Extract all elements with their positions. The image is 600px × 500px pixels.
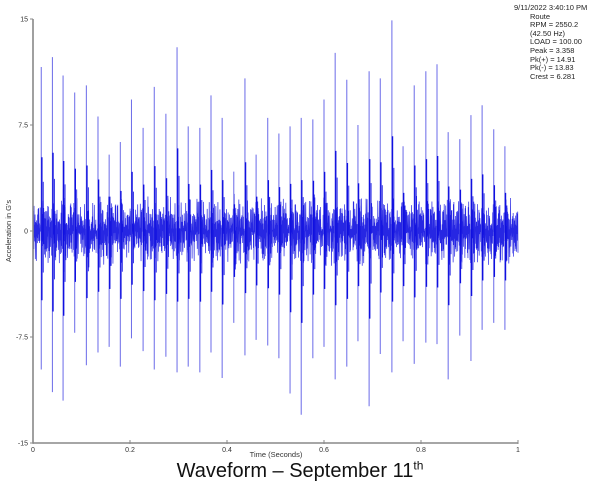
x-tick-label: 0 — [31, 447, 35, 454]
y-axis-ticks: 15 7.5 0 -7.5 -15 — [16, 17, 33, 448]
noise-band-trace — [32, 183, 519, 282]
y-tick-label: 7.5 — [18, 123, 28, 130]
info-rpm: RPM = 2550.2 — [530, 20, 579, 30]
info-peak-negative: Pk(-) = 13.83 — [530, 63, 574, 73]
measurement-datetime: 9/11/2022 3:40:10 PM — [514, 3, 588, 12]
info-load: LOAD = 100.00 — [530, 37, 582, 47]
x-tick-label: 1 — [516, 447, 520, 454]
info-peak: Peak = 3.358 — [530, 45, 575, 55]
caption-superscript: th — [413, 458, 424, 473]
figure-caption: Waveform – September 11th — [0, 458, 600, 483]
waveform-trace — [32, 20, 519, 415]
info-peak-positive: Pk(+) = 14.91 — [530, 54, 576, 64]
x-tick-label: 0.6 — [319, 447, 329, 454]
y-tick-label: 15 — [20, 17, 28, 24]
y-tick-label: -7.5 — [16, 335, 28, 342]
x-axis-title: Time (Seconds) — [250, 450, 303, 459]
y-tick-label: 0 — [24, 229, 28, 236]
x-tick-label: 0.2 — [125, 447, 135, 454]
y-axis-title: Acceleration in G's — [4, 200, 13, 263]
waveform-chart: 15 7.5 0 -7.5 -15 0 0.2 0.4 0.6 0.8 1 Time (Secon… — [4, 17, 520, 460]
measurement-info-box: 9/11/2022 3:40:10 PM Route RPM = 2550.2 … — [512, 3, 588, 81]
info-route: Route — [530, 11, 551, 21]
info-frequency: (42.50 Hz) — [530, 28, 566, 38]
info-crest-factor: Crest = 6.281 — [530, 71, 576, 81]
caption-text: Waveform – September 11 — [176, 460, 414, 482]
y-tick-label: -15 — [18, 441, 28, 448]
x-tick-label: 0.4 — [222, 447, 232, 454]
x-axis-ticks: 0 0.2 0.4 0.6 0.8 1 — [31, 440, 520, 454]
x-tick-label: 0.8 — [416, 447, 426, 454]
